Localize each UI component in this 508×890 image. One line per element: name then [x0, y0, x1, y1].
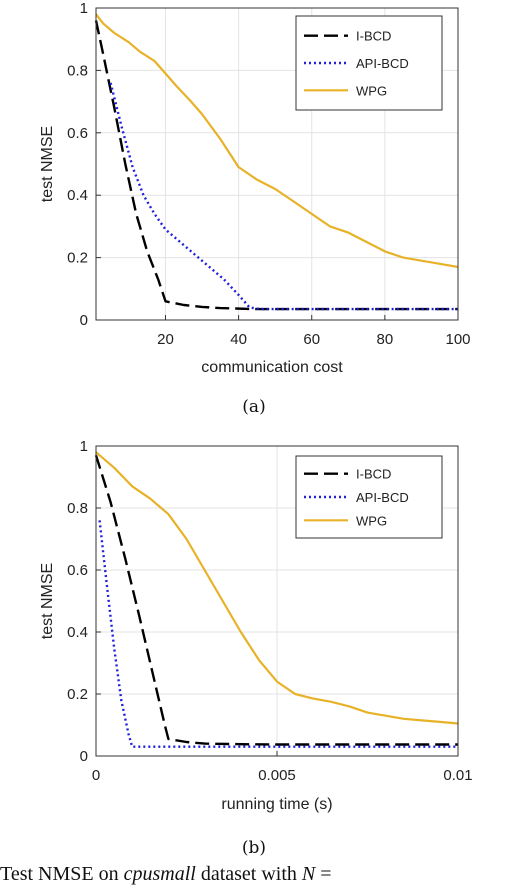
y-tick-label: 0 — [80, 748, 88, 765]
series-line-api-bcd — [109, 82, 458, 311]
y-tick-label: 0.6 — [67, 562, 88, 579]
x-tick-label: 80 — [377, 331, 394, 348]
y-tick-label: 0.8 — [67, 62, 88, 79]
legend: I-BCD API-BCD WPG — [295, 15, 443, 111]
y-tick-label: 0.8 — [67, 500, 88, 517]
series-group — [94, 13, 459, 311]
subfigure-label: (a) — [242, 397, 265, 417]
series-line-i-bcd — [94, 454, 458, 746]
axes-box — [95, 7, 459, 321]
y-tick-label: 0.4 — [67, 187, 88, 204]
chart-a: 20 40 60 80 100 0 0.2 0.4 0.6 0.8 1 communication c… — [39, 0, 471, 417]
legend-label-i-bcd: I-BCD — [356, 467, 391, 482]
y-tick-label: 0.6 — [67, 125, 88, 142]
y-axis-label: test NMSE — [39, 126, 56, 202]
x-tick-label: 40 — [230, 331, 247, 348]
x-tick-label: 100 — [445, 331, 470, 348]
legend-label-wpg: WPG — [356, 83, 387, 98]
legend: I-BCD API-BCD WPG — [295, 455, 443, 539]
legend-label-i-bcd: I-BCD — [356, 29, 391, 44]
y-tick-label: 0 — [80, 312, 88, 329]
x-tick-label: 0 — [92, 767, 100, 784]
series-line-wpg — [95, 451, 459, 725]
x-tick-label: 0.005 — [258, 767, 296, 784]
legend-label-wpg: WPG — [356, 513, 387, 528]
y-axis-label: test NMSE — [39, 563, 56, 639]
x-tick-label: 0.01 — [443, 767, 472, 784]
series-group — [94, 451, 459, 748]
y-tick-label: 0.2 — [67, 250, 88, 267]
y-tick-label: 1 — [80, 0, 88, 17]
legend-label-api-bcd: API-BCD — [356, 56, 409, 71]
y-tick-label: 1 — [80, 438, 88, 455]
chart-b: 0 0.005 0.01 0 0.2 0.4 0.6 0.8 1 running time (s)… — [39, 438, 473, 858]
series-line-wpg — [95, 13, 459, 269]
x-tick-label: 60 — [303, 331, 320, 348]
legend-label-api-bcd: API-BCD — [356, 490, 409, 505]
x-axis-label: communication cost — [201, 359, 343, 376]
y-tick-label: 0.4 — [67, 624, 88, 641]
x-tick-label: 20 — [157, 331, 174, 348]
x-axis-label: running time (s) — [221, 796, 332, 813]
y-tick-label: 0.2 — [67, 686, 88, 703]
subfigure-label: (b) — [242, 838, 266, 858]
figure-caption: Test NMSE on cpusmall dataset with N = — [0, 863, 332, 885]
